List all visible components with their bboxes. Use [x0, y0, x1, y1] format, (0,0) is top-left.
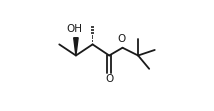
Text: OH: OH — [67, 24, 83, 34]
Polygon shape — [74, 38, 78, 56]
Text: O: O — [117, 34, 126, 44]
Text: O: O — [105, 74, 113, 84]
